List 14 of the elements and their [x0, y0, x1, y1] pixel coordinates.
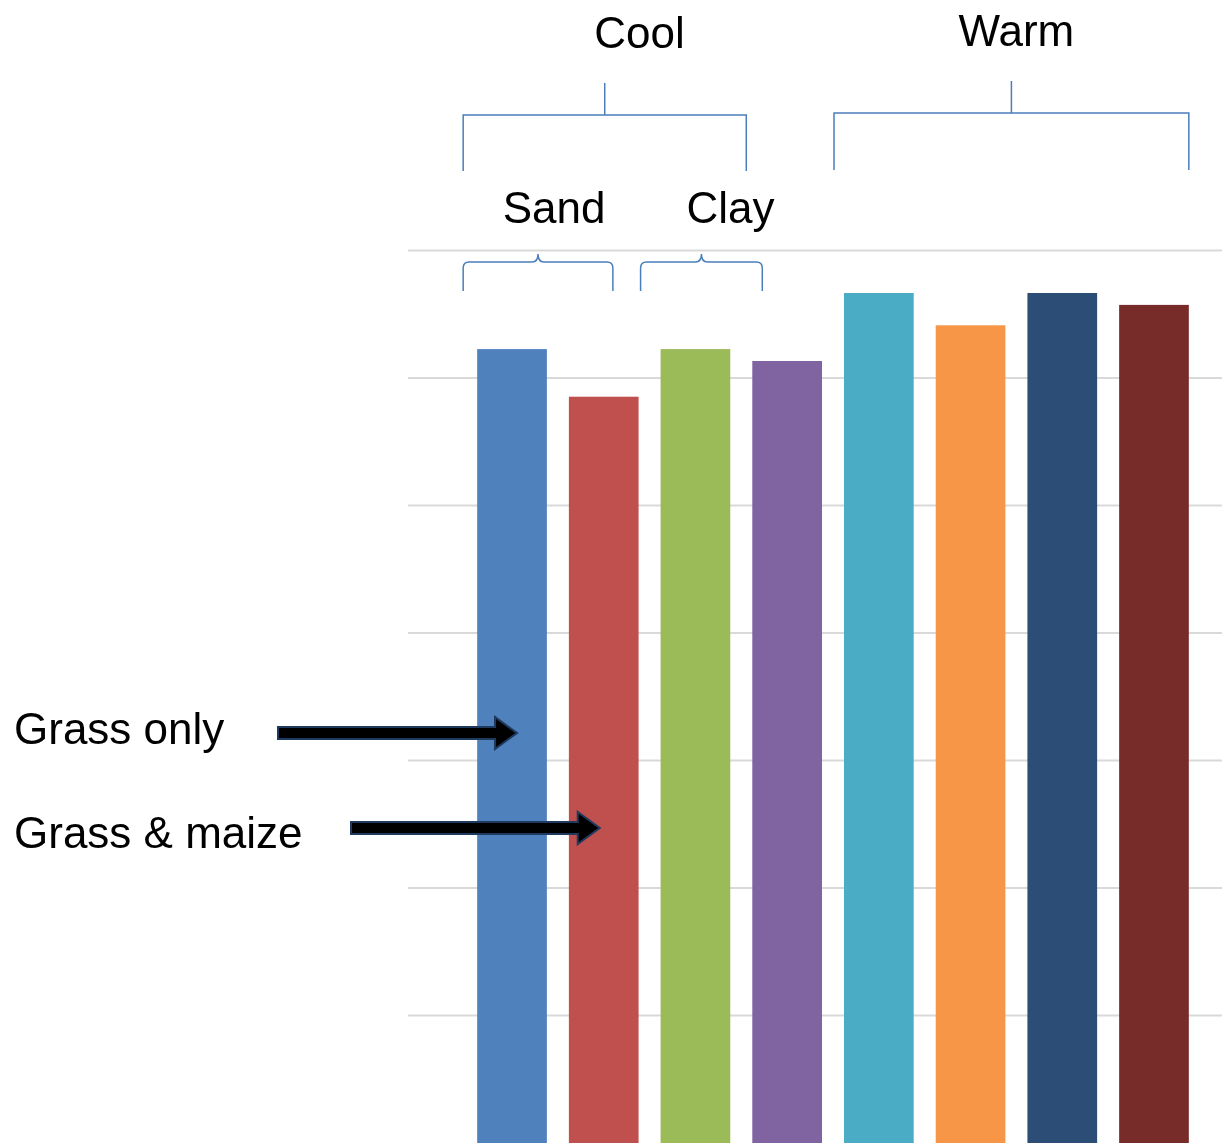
text: Sand [502, 183, 606, 232]
bar [568, 396, 639, 1143]
bar [752, 361, 822, 1143]
bar [935, 325, 1006, 1143]
text: Grass & maize [14, 808, 303, 857]
bar [1027, 293, 1098, 1143]
text: Warm [958, 6, 1075, 55]
text: Clay [686, 183, 775, 232]
bar [1119, 304, 1189, 1143]
bar [844, 293, 914, 1143]
text: Cool [594, 8, 685, 57]
bar [660, 349, 731, 1143]
text: Grass only [14, 704, 225, 753]
bar [477, 349, 547, 1143]
